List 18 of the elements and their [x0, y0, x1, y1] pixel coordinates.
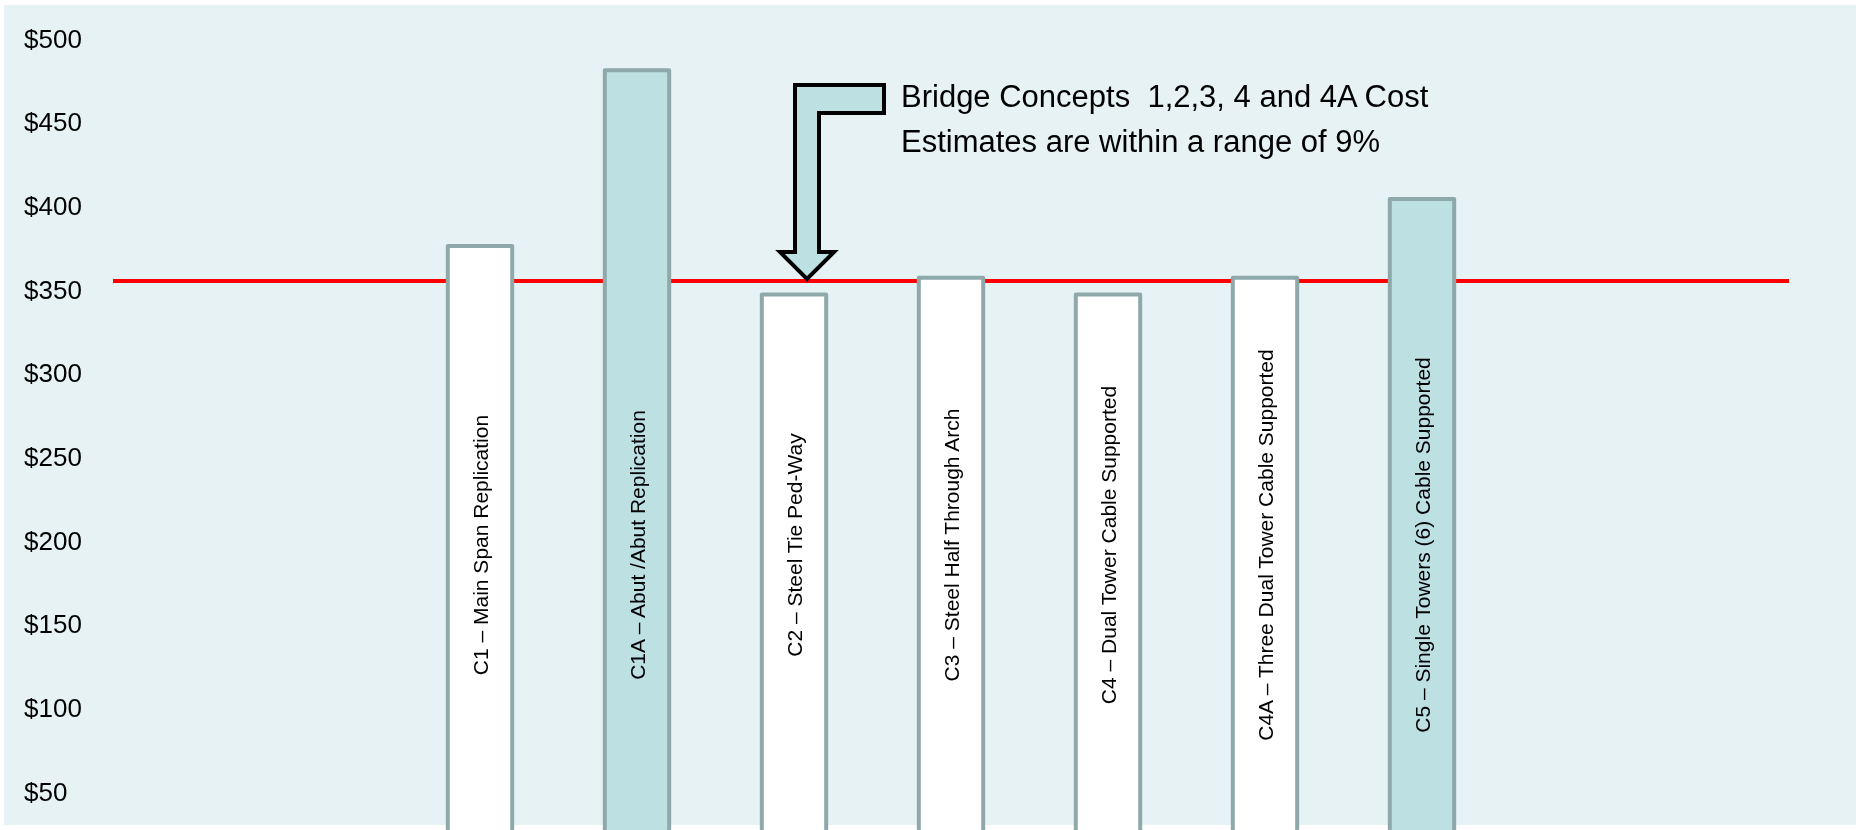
x-tick-label: C4 – Dual Tower Cable Supported [1097, 385, 1120, 705]
y-tick-label: $200 [24, 525, 82, 556]
y-tick-label: $350 [24, 274, 82, 305]
y-tick-label: $450 [24, 107, 82, 138]
x-tick-label: C2 – Steel Tie Ped-Way [783, 432, 806, 657]
x-tick-label: C1A – Abut /Abut Replication [626, 410, 649, 680]
y-tick-label: $150 [24, 609, 82, 640]
x-tick-label: C5 – Single Towers (6) Cable Supported [1411, 357, 1434, 733]
y-tick-label: $50 [24, 776, 68, 807]
y-tick-label: $400 [24, 190, 82, 221]
y-tick-label: $100 [24, 692, 82, 723]
x-tick-label: C4A – Three Dual Tower Cable Supported [1254, 349, 1277, 741]
y-tick-label: $300 [24, 358, 82, 389]
annotation: Bridge Concepts 1,2,3, 4 and 4A Cost Estimates are within a range of 9% [901, 79, 1429, 159]
y-tick-label: $250 [24, 441, 82, 472]
x-tick-label: C1 – Main Span Replication [469, 414, 492, 676]
x-tick-label: C3 – Steel Half Through Arch [940, 408, 963, 682]
y-tick-label: $500 [24, 23, 82, 54]
